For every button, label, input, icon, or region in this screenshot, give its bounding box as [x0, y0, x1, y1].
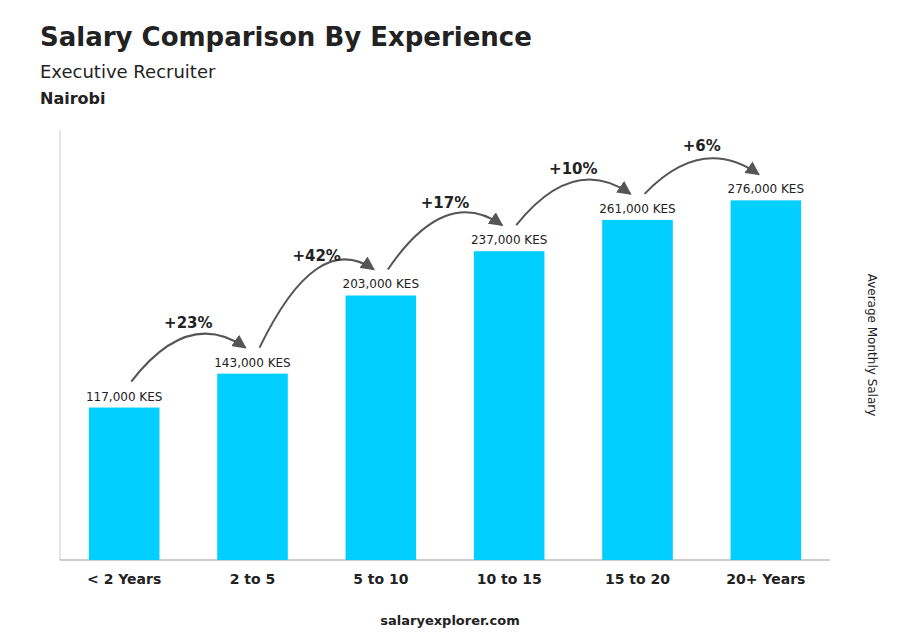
change-arrow: [131, 334, 245, 382]
pct-change: +10%: [549, 160, 597, 178]
change-arrow: [645, 158, 759, 194]
value-label: 203,000 KES: [343, 277, 420, 291]
change-arrow: [388, 212, 502, 269]
x-tick-label: 2 to 5: [230, 571, 276, 587]
title: Salary Comparison By Experience: [40, 22, 532, 52]
pct-change: +42%: [292, 247, 340, 265]
x-tick-label: 5 to 10: [353, 571, 409, 587]
change-arrow: [516, 180, 630, 226]
x-tick-label: 20+ Years: [726, 571, 805, 587]
x-tick-label: 10 to 15: [477, 571, 542, 587]
value-label: 143,000 KES: [214, 356, 291, 370]
bars: [89, 200, 801, 560]
bar: [89, 408, 160, 560]
x-tick-label: 15 to 20: [605, 571, 670, 587]
pct-change: +6%: [683, 137, 721, 155]
footer: salaryexplorer.com: [380, 613, 519, 628]
value-label: 117,000 KES: [86, 390, 163, 404]
subtitle: Executive Recruiter: [40, 61, 216, 82]
chart: Salary Comparison By Experience Executive…: [0, 0, 900, 641]
value-label: 261,000 KES: [599, 202, 676, 216]
y-axis-line: [60, 130, 61, 560]
bar: [731, 200, 802, 560]
pct-change: +17%: [421, 194, 469, 212]
city: Nairobi: [40, 89, 106, 108]
bar: [217, 374, 288, 560]
pct-change: +23%: [164, 314, 212, 332]
bar: [602, 220, 673, 560]
x-axis-line: [60, 560, 830, 561]
value-label: 237,000 KES: [471, 233, 548, 247]
y-axis-label: Average Monthly Salary: [865, 274, 879, 417]
value-label: 276,000 KES: [728, 182, 805, 196]
bar: [474, 251, 545, 560]
change-arrow: [260, 259, 374, 347]
bar: [346, 295, 417, 560]
x-tick-label: < 2 Years: [87, 571, 161, 587]
